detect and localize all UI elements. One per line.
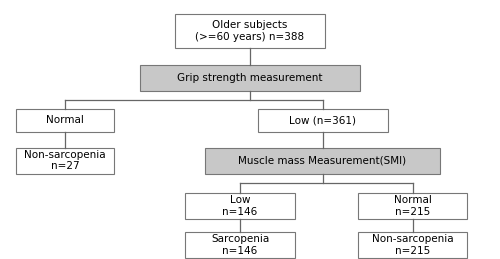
Text: Muscle mass Measurement(SMI): Muscle mass Measurement(SMI) (238, 156, 406, 166)
FancyBboxPatch shape (175, 14, 325, 48)
Text: Non-sarcopenia
n=27: Non-sarcopenia n=27 (24, 150, 106, 171)
FancyBboxPatch shape (185, 232, 295, 258)
Text: Non-sarcopenia
n=215: Non-sarcopenia n=215 (372, 234, 454, 256)
FancyBboxPatch shape (16, 109, 114, 132)
FancyBboxPatch shape (185, 193, 295, 219)
FancyBboxPatch shape (16, 148, 114, 174)
Text: Older subjects
(>=60 years) n=388: Older subjects (>=60 years) n=388 (196, 20, 304, 42)
Text: Normal: Normal (46, 116, 84, 125)
FancyBboxPatch shape (140, 65, 360, 91)
FancyBboxPatch shape (205, 148, 440, 174)
FancyBboxPatch shape (358, 232, 468, 258)
Text: Low
n=146: Low n=146 (222, 195, 258, 217)
Text: Grip strength measurement: Grip strength measurement (177, 73, 323, 83)
Text: Normal
n=215: Normal n=215 (394, 195, 432, 217)
FancyBboxPatch shape (358, 193, 468, 219)
Text: Low (n=361): Low (n=361) (289, 116, 356, 125)
FancyBboxPatch shape (258, 109, 388, 132)
Text: Sarcopenia
n=146: Sarcopenia n=146 (211, 234, 269, 256)
